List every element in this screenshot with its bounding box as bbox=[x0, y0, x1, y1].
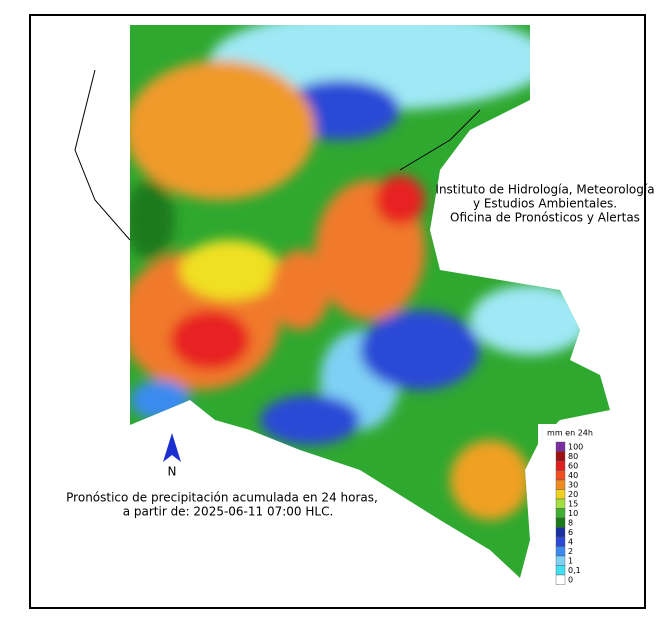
legend-box bbox=[538, 424, 604, 586]
legend-label: 40 bbox=[568, 471, 578, 480]
legend-label: 0 bbox=[568, 575, 573, 584]
legend-swatch bbox=[555, 489, 566, 500]
legend-label: 8 bbox=[568, 518, 573, 527]
legend-swatch bbox=[555, 527, 566, 538]
legend-label: 2 bbox=[568, 547, 573, 556]
legend-swatch bbox=[555, 460, 566, 471]
legend-label: 80 bbox=[568, 452, 578, 461]
legend-label: 20 bbox=[568, 490, 578, 499]
legend-swatch bbox=[555, 574, 566, 585]
legend-label: 15 bbox=[568, 499, 578, 508]
legend-swatch bbox=[555, 517, 566, 528]
legend-label: 30 bbox=[568, 480, 578, 489]
frame bbox=[29, 14, 646, 609]
legend-swatch bbox=[555, 441, 566, 452]
legend-label: 10 bbox=[568, 509, 578, 518]
legend-swatch bbox=[555, 498, 566, 509]
caption-line: a partir de: 2025-06-11 07:00 HLC. bbox=[123, 505, 334, 519]
legend-swatch bbox=[555, 546, 566, 557]
north-arrow bbox=[163, 433, 181, 462]
legend-swatch bbox=[555, 536, 566, 547]
caption-line: Pronóstico de precipitación acumulada en… bbox=[66, 491, 378, 505]
legend-label: 100 bbox=[568, 442, 583, 451]
north-label: N bbox=[168, 465, 177, 479]
legend-swatch bbox=[555, 470, 566, 481]
legend-label: 0,1 bbox=[568, 566, 581, 575]
legend-swatch bbox=[555, 565, 566, 576]
coastline bbox=[74, 69, 481, 241]
legend-swatch bbox=[555, 555, 566, 566]
legend-swatch bbox=[555, 479, 566, 490]
legend-title: mm en 24h bbox=[547, 429, 593, 438]
legend-label: 60 bbox=[568, 461, 578, 470]
legend-label: 4 bbox=[568, 537, 573, 546]
legend-label: 1 bbox=[568, 556, 573, 565]
institute-line: y Estudios Ambientales. bbox=[473, 197, 617, 211]
legend-swatch bbox=[555, 508, 566, 519]
institute-line: Oficina de Pronósticos y Alertas bbox=[450, 211, 640, 225]
legend-label: 6 bbox=[568, 528, 573, 537]
legend-swatch bbox=[555, 451, 566, 462]
institute-line: Instituto de Hidrología, Meteorología bbox=[435, 183, 654, 197]
